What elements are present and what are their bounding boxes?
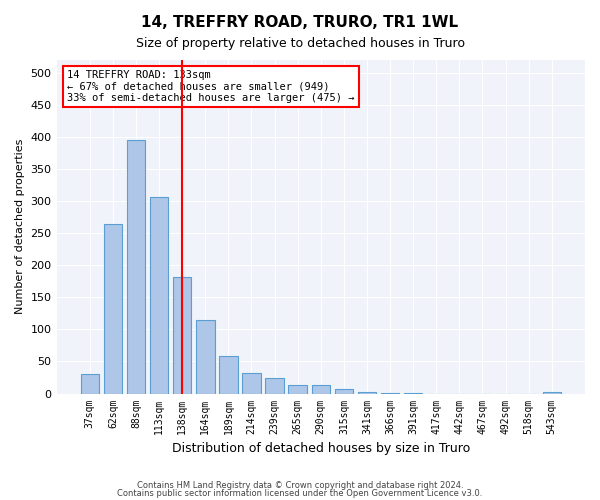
Bar	[127, 140, 145, 394]
Bar	[404, 393, 422, 394]
Bar	[196, 320, 215, 394]
Bar	[289, 384, 307, 394]
Bar	[104, 224, 122, 394]
Bar	[542, 392, 561, 394]
Bar	[335, 389, 353, 394]
Bar	[381, 393, 400, 394]
Bar	[265, 378, 284, 394]
X-axis label: Distribution of detached houses by size in Truro: Distribution of detached houses by size …	[172, 442, 470, 455]
Text: 14, TREFFRY ROAD, TRURO, TR1 1WL: 14, TREFFRY ROAD, TRURO, TR1 1WL	[142, 15, 458, 30]
Y-axis label: Number of detached properties: Number of detached properties	[15, 139, 25, 314]
Bar	[219, 356, 238, 394]
Text: Size of property relative to detached houses in Truro: Size of property relative to detached ho…	[136, 38, 464, 51]
Bar	[311, 384, 330, 394]
Text: Contains public sector information licensed under the Open Government Licence v3: Contains public sector information licen…	[118, 488, 482, 498]
Bar	[358, 392, 376, 394]
Bar	[150, 196, 169, 394]
Bar	[80, 374, 99, 394]
Text: Contains HM Land Registry data © Crown copyright and database right 2024.: Contains HM Land Registry data © Crown c…	[137, 481, 463, 490]
Bar	[173, 277, 191, 394]
Bar	[242, 373, 261, 394]
Text: 14 TREFFRY ROAD: 133sqm
← 67% of detached houses are smaller (949)
33% of semi-d: 14 TREFFRY ROAD: 133sqm ← 67% of detache…	[67, 70, 355, 103]
